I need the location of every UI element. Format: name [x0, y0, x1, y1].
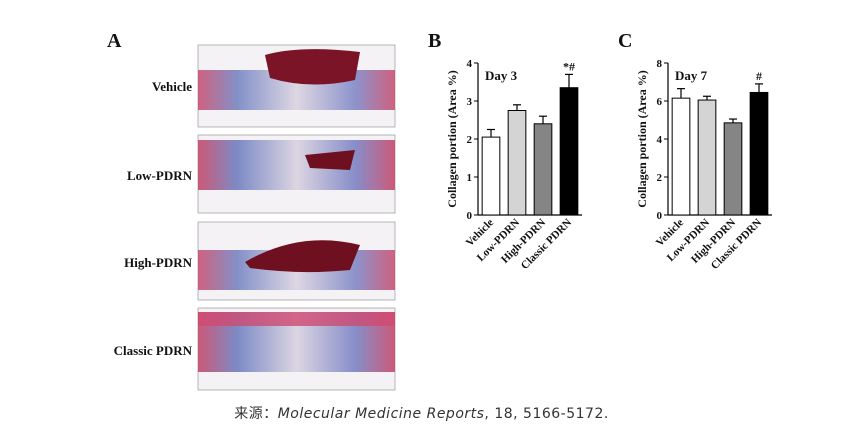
histology-4 — [197, 307, 396, 391]
histology-2 — [197, 134, 396, 214]
y-tick-label: 0 — [467, 210, 473, 222]
y-tick-label: 8 — [657, 58, 663, 70]
panel-label: C — [618, 30, 632, 52]
figure: A Vehicle Low-PDRN High-PDRN Classic PDRN B D… — [107, 30, 772, 391]
y-tick-label: 2 — [657, 172, 663, 184]
y-tick-label: 0 — [657, 210, 663, 222]
bar — [671, 97, 691, 216]
significance-label: *# — [563, 59, 575, 73]
y-axis-label: Collagen portion (Area %) — [635, 70, 649, 207]
bar — [507, 110, 527, 216]
row-label: Vehicle — [152, 79, 192, 94]
row-label: High-PDRN — [124, 255, 193, 270]
bar — [723, 122, 743, 216]
caption-journal: Molecular Medicine Reports — [277, 406, 485, 422]
panel-label: A — [107, 30, 122, 52]
caption-rest: , 18, 5166-5172. — [484, 406, 609, 422]
histology-1 — [197, 44, 396, 128]
caption: 来源：Molecular Medicine Reports, 18, 5166-… — [0, 403, 843, 423]
y-tick-label: 6 — [657, 96, 663, 108]
bar — [533, 123, 553, 216]
y-tick-label: 2 — [467, 134, 473, 146]
chart-annotation: Day 7 — [675, 68, 708, 83]
y-tick-label: 1 — [467, 172, 473, 184]
y-tick-label: 3 — [467, 96, 473, 108]
row-label: Low-PDRN — [127, 168, 193, 183]
bar — [481, 136, 501, 216]
row-label: Classic PDRN — [114, 343, 193, 358]
significance-label: # — [756, 69, 762, 83]
y-tick-label: 4 — [657, 134, 663, 146]
bar — [749, 91, 769, 216]
y-axis-label: Collagen portion (Area %) — [445, 70, 459, 207]
panel-label: B — [428, 30, 441, 52]
chart-annotation: Day 3 — [485, 68, 518, 83]
y-tick-label: 4 — [467, 58, 473, 70]
bar — [559, 87, 579, 216]
caption-prefix: 来源： — [234, 406, 278, 422]
histology-3 — [197, 221, 396, 301]
bar — [697, 99, 717, 216]
